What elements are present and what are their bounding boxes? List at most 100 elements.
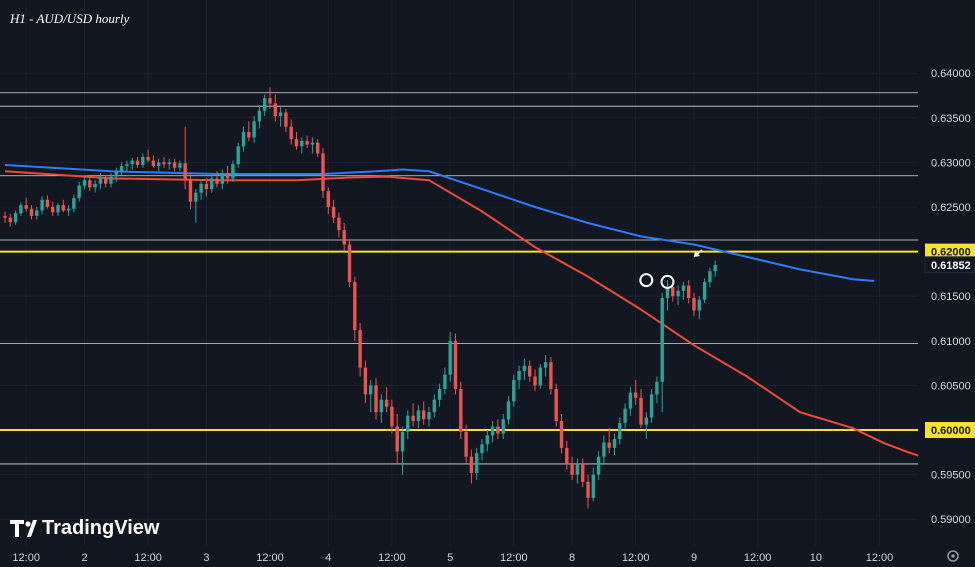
candle-body: [215, 178, 219, 184]
candle: [135, 157, 140, 168]
level-price-tag: [925, 243, 975, 260]
candle: [591, 467, 595, 502]
candle-body: [167, 162, 171, 165]
y-tick-label: 0.63000: [931, 157, 971, 169]
tradingview-logo-text: TradingView: [42, 517, 160, 539]
gear-icon[interactable]: [947, 550, 959, 562]
candle-body: [506, 401, 511, 420]
candle-body: [263, 98, 267, 111]
candle: [172, 158, 177, 172]
x-tick-label: 12:00: [378, 552, 406, 564]
candle-body: [665, 287, 670, 298]
candle: [199, 180, 203, 200]
candle: [665, 280, 670, 311]
candle-body: [369, 385, 373, 395]
candle-body: [464, 431, 468, 457]
candle: [151, 155, 156, 168]
candle-body: [305, 140, 309, 145]
x-tick-label: 12:00: [12, 552, 40, 564]
candle-body: [125, 164, 129, 166]
candle-body: [533, 376, 537, 386]
arrow-head: [694, 250, 700, 257]
candle: [464, 424, 468, 464]
candle-body: [639, 397, 643, 425]
candle-body: [3, 215, 7, 218]
candle: [490, 421, 495, 443]
level-price-tag: [925, 422, 975, 439]
candle: [618, 417, 622, 445]
candle: [549, 356, 553, 395]
candle-body: [19, 205, 23, 214]
candle: [119, 162, 124, 175]
candle-body: [119, 165, 124, 172]
candle: [400, 426, 405, 475]
candle-body: [671, 287, 675, 297]
candle-body: [586, 481, 590, 498]
time-axis-background: [0, 546, 975, 567]
candle: [167, 158, 171, 170]
candle-body: [199, 183, 203, 193]
candle: [8, 214, 12, 227]
candle: [247, 121, 251, 141]
candle: [210, 174, 214, 193]
last-price-label: 0.61852: [931, 260, 971, 272]
tradingview-mark-icon: [10, 520, 37, 537]
candle-body: [278, 112, 283, 116]
candle: [506, 396, 511, 425]
candle-body: [35, 210, 39, 216]
candle: [353, 276, 357, 341]
candle: [82, 175, 87, 190]
candle: [575, 458, 580, 484]
candle: [194, 189, 198, 224]
candle-body: [231, 164, 235, 179]
candle-body: [347, 244, 352, 282]
candle: [66, 205, 71, 216]
candle: [485, 430, 489, 452]
candle: [342, 223, 346, 252]
candle-body: [130, 160, 134, 165]
candle-body: [114, 171, 118, 177]
candle: [98, 173, 103, 190]
candle-body: [379, 399, 383, 413]
x-tick-label: 12:00: [134, 552, 162, 564]
candle-body: [273, 103, 277, 116]
candle-body: [331, 206, 336, 218]
moving-average-line: [4, 164, 875, 282]
candle: [581, 458, 585, 488]
candle-body: [109, 176, 113, 184]
candle: [294, 132, 299, 150]
candle: [300, 137, 304, 154]
candle: [358, 322, 362, 377]
candle-body: [437, 388, 442, 400]
y-tick-label: 0.63500: [931, 113, 971, 125]
candle: [538, 364, 542, 389]
candle: [522, 358, 527, 381]
candle: [310, 137, 315, 154]
candle: [40, 196, 44, 215]
y-tick-label: 0.62500: [931, 202, 971, 214]
candle-body: [252, 121, 256, 138]
time-axis[interactable]: 12:00 2 12:00 3 12:00 4 12:00 5 12:00 8 12:00 9 12:0…: [0, 546, 975, 567]
candle-body: [82, 180, 87, 186]
candle-body: [188, 180, 193, 202]
candle-body: [93, 183, 97, 188]
candle: [363, 360, 368, 404]
candle-body: [485, 435, 489, 445]
candle: [379, 394, 383, 423]
candle: [480, 438, 484, 461]
candle-body: [475, 453, 479, 473]
candle: [628, 387, 633, 416]
chart-title: H1 - AUD/USD hourly: [9, 11, 130, 26]
candle: [141, 153, 145, 168]
candle-body: [236, 146, 240, 165]
price-axis[interactable]: 0.64000 0.63500 0.63000 0.62500 0.61500 0.610…: [918, 0, 975, 546]
candle: [649, 388, 654, 423]
candle: [29, 205, 34, 220]
x-tick-label: 3: [203, 552, 209, 564]
candle: [559, 413, 564, 454]
candle-body: [8, 217, 12, 223]
candle: [395, 413, 399, 464]
candle: [432, 394, 436, 418]
